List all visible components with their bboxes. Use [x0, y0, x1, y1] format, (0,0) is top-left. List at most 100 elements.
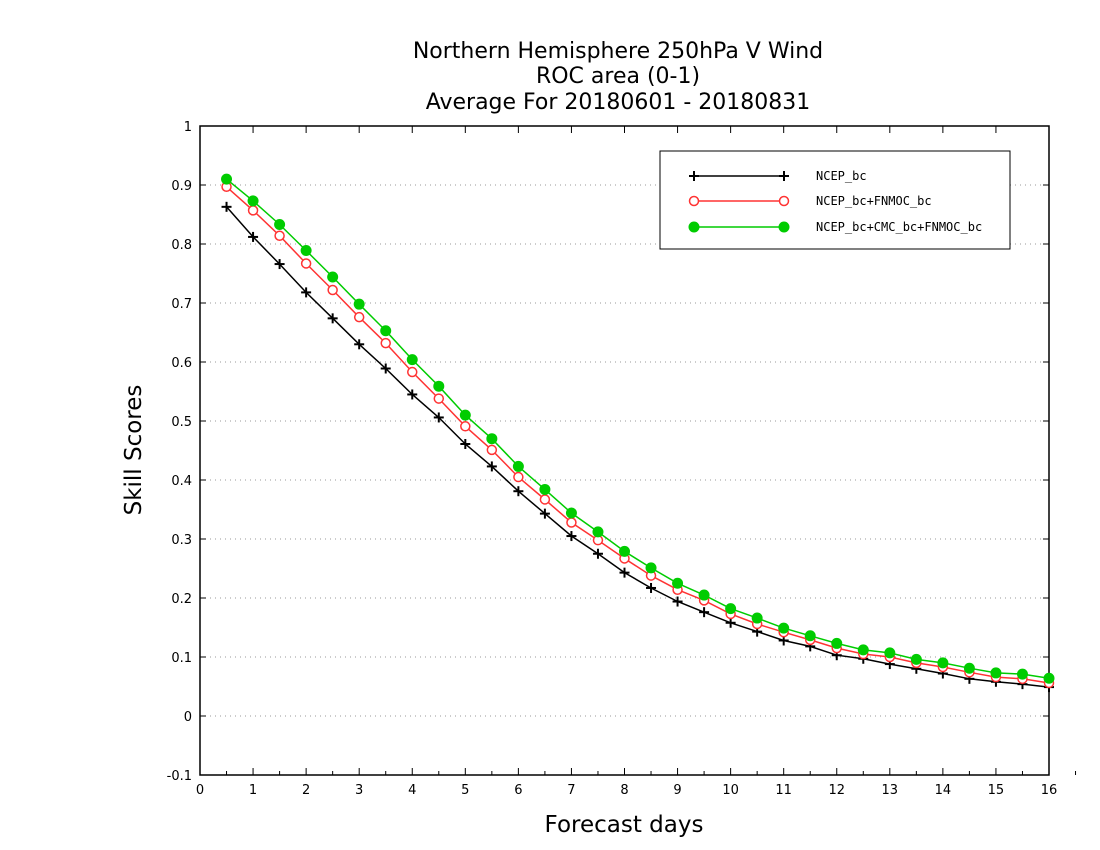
- data-point-filled-circle: [459, 409, 471, 421]
- series-line: [226, 186, 1050, 684]
- data-point-filled-circle: [433, 380, 445, 392]
- x-axis-label: Forecast days: [545, 812, 704, 838]
- x-tick-label: 16: [1041, 783, 1058, 798]
- x-tick-label: 1: [249, 783, 257, 798]
- data-point-plus: [354, 339, 365, 350]
- data-point-filled-circle: [221, 173, 233, 185]
- data-point-filled-circle: [592, 526, 604, 538]
- data-point-plus: [725, 617, 736, 628]
- data-point-open-circle: [247, 205, 259, 216]
- y-tick-label: 0.7: [171, 297, 192, 312]
- data-point-filled-circle: [1043, 672, 1055, 684]
- data-point-open-circle: [274, 230, 285, 241]
- data-point-filled-circle: [857, 644, 869, 656]
- data-point-filled-circle: [327, 271, 339, 283]
- data-point-open-circle: [327, 284, 338, 296]
- y-tick-label: 0: [184, 710, 192, 725]
- data-point-plus: [301, 287, 312, 298]
- data-point-filled-circle: [274, 219, 286, 231]
- x-tick-label: 13: [882, 783, 899, 798]
- title-line-3: Average For 20180601 - 20180831: [426, 90, 811, 115]
- y-tick-label: 0.8: [171, 238, 192, 253]
- data-point-filled-circle: [645, 562, 657, 574]
- data-point-filled-circle: [698, 589, 710, 601]
- chart-title: Northern Hemisphere 250hPa V Wind ROC ar…: [413, 39, 823, 115]
- y-axis-ticks: -0.1 0 0.1 0.2 0.3 0.4 0.5 0.6 0.7 0.8 0.9 1: [167, 120, 1049, 784]
- x-tick-label: 8: [620, 783, 628, 798]
- data-point-filled-circle: [688, 221, 700, 233]
- data-point-open-circle: [486, 444, 498, 456]
- data-point-filled-circle: [300, 244, 312, 256]
- y-tick-label: 0.3: [171, 533, 192, 548]
- legend-label: NCEP_bc+CMC_bc+FNMOC_bc: [816, 220, 982, 234]
- data-point-filled-circle: [831, 637, 843, 649]
- x-tick-label: 6: [514, 783, 522, 798]
- data-point-plus: [646, 582, 657, 593]
- data-point-plus: [248, 231, 259, 242]
- y-tick-label: 0.6: [171, 356, 192, 371]
- data-point-filled-circle: [565, 507, 577, 519]
- data-point-filled-circle: [539, 483, 551, 495]
- data-point-filled-circle: [353, 298, 365, 310]
- data-point-open-circle: [688, 195, 700, 207]
- y-tick-label: 0.9: [171, 179, 192, 194]
- x-axis-ticks: 0 1 2 3 4 5 6 7 8 9 10 11 12 13 14 15 16: [196, 126, 1077, 798]
- x-tick-label: 15: [988, 783, 1005, 798]
- data-point-filled-circle: [725, 603, 737, 615]
- data-point-open-circle: [407, 366, 418, 378]
- y-tick-label: 0.2: [171, 592, 192, 607]
- data-point-plus: [689, 171, 699, 181]
- y-tick-label: -0.1: [167, 769, 192, 784]
- data-point-open-circle: [566, 517, 577, 528]
- legend-item: NCEP_bc+FNMOC_bc: [688, 194, 932, 208]
- x-tick-label: 5: [461, 783, 469, 798]
- legend-label: NCEP_bc: [816, 169, 867, 183]
- data-point-plus: [221, 201, 232, 212]
- x-tick-label: 0: [196, 783, 204, 798]
- data-point-open-circle: [539, 494, 551, 505]
- data-point-plus: [407, 389, 418, 400]
- x-tick-label: 7: [567, 783, 575, 798]
- series-3: [221, 173, 1055, 684]
- y-tick-label: 0.5: [171, 415, 192, 430]
- data-point-plus: [513, 486, 524, 497]
- data-point-filled-circle: [990, 667, 1002, 679]
- data-point-plus: [274, 259, 285, 270]
- series-line: [226, 178, 1050, 679]
- title-line-2: ROC area (0-1): [536, 64, 700, 89]
- data-point-filled-circle: [486, 433, 498, 445]
- data-point-plus: [779, 171, 789, 181]
- data-point-open-circle: [353, 311, 365, 323]
- data-point-plus: [672, 596, 683, 607]
- legend-box: [659, 150, 1011, 250]
- data-point-filled-circle: [751, 612, 763, 624]
- data-point-open-circle: [380, 337, 391, 349]
- series-1: [221, 201, 1054, 693]
- data-point-filled-circle: [884, 647, 896, 659]
- data-point-filled-circle: [910, 653, 922, 665]
- data-point-plus: [327, 313, 338, 324]
- data-point-filled-circle: [512, 460, 524, 472]
- x-tick-label: 3: [355, 783, 363, 798]
- series-layer: [221, 173, 1055, 693]
- data-point-plus: [486, 461, 497, 472]
- legend-item: NCEP_bc+CMC_bc+FNMOC_bc: [688, 220, 982, 234]
- series-2: [221, 181, 1055, 689]
- title-line-1: Northern Hemisphere 250hPa V Wind: [413, 39, 823, 64]
- data-point-filled-circle: [380, 325, 392, 337]
- data-point-plus: [539, 508, 550, 519]
- gridlines: [200, 184, 1049, 717]
- x-tick-label: 9: [673, 783, 681, 798]
- data-point-filled-circle: [619, 545, 630, 557]
- data-point-plus: [566, 531, 577, 542]
- x-tick-label: 12: [828, 783, 845, 798]
- data-point-filled-circle: [963, 662, 975, 674]
- x-tick-label: 2: [302, 783, 310, 798]
- x-tick-label: 14: [935, 783, 952, 798]
- data-point-open-circle: [300, 258, 312, 269]
- x-tick-label: 11: [775, 783, 792, 798]
- data-point-plus: [380, 363, 391, 374]
- data-point-open-circle: [433, 393, 445, 404]
- data-point-open-circle: [778, 195, 790, 207]
- legend-item: NCEP_bc: [689, 169, 867, 183]
